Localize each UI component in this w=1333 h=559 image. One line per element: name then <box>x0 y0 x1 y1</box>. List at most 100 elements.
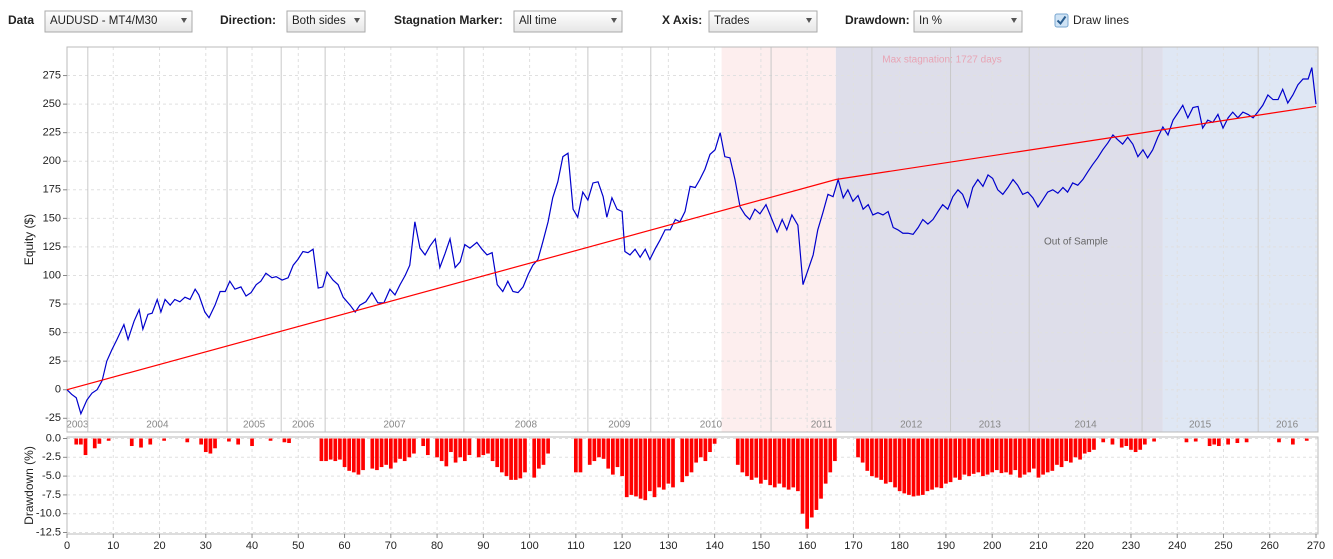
bar <box>860 438 865 463</box>
bar <box>458 438 463 458</box>
bar <box>347 438 352 471</box>
select[interactable] <box>44 10 193 33</box>
bar <box>971 438 976 474</box>
select[interactable] <box>913 10 1023 33</box>
label: X Axis: <box>662 13 702 27</box>
y-tick-label: 100 <box>43 269 61 281</box>
bar <box>874 438 879 478</box>
bar <box>1018 438 1022 478</box>
bar <box>185 438 190 443</box>
select[interactable] <box>513 10 623 33</box>
bar <box>402 438 407 462</box>
bar <box>759 438 763 484</box>
bar <box>597 438 601 458</box>
bar <box>536 438 541 469</box>
bar <box>476 438 481 458</box>
bar <box>634 438 638 497</box>
bar <box>578 438 583 473</box>
x-tick-label: 250 <box>1214 540 1232 552</box>
y-tick-label: 75 <box>49 298 61 310</box>
bar <box>907 438 911 495</box>
bar <box>809 438 814 518</box>
year-label: 2014 <box>1075 420 1098 431</box>
line <box>66 105 1317 391</box>
bar <box>1013 438 1018 471</box>
bar <box>712 438 717 444</box>
bar <box>333 438 338 462</box>
bar <box>786 438 791 490</box>
bar <box>944 438 948 484</box>
select-value[interactable]: All time <box>519 15 557 27</box>
bar <box>1304 438 1309 441</box>
bar <box>814 438 819 510</box>
bar <box>916 438 921 496</box>
select-value[interactable]: Both sides <box>292 15 346 27</box>
bar <box>504 438 509 477</box>
bar <box>1138 438 1143 450</box>
select-value[interactable]: AUDUSD - MT4/M30 <box>50 15 157 27</box>
bar <box>805 438 809 529</box>
bar <box>509 438 513 480</box>
bar <box>356 438 361 475</box>
bar <box>657 438 661 488</box>
plot-frame <box>66 436 1319 535</box>
bar <box>1022 438 1027 475</box>
bar <box>439 438 444 462</box>
bar <box>648 438 652 492</box>
bar <box>620 438 624 477</box>
bar <box>1092 438 1096 450</box>
y-tick-label: -5.0 <box>42 470 61 482</box>
dropdown-arrow <box>1011 18 1017 23</box>
bar <box>601 438 606 459</box>
bar <box>694 438 698 463</box>
year-label: 2012 <box>900 420 923 431</box>
checkmark <box>1056 15 1067 26</box>
x-tick-label: 110 <box>567 540 585 552</box>
bar <box>106 438 111 441</box>
bar <box>407 438 412 458</box>
select-value[interactable]: Trades <box>714 15 750 27</box>
bar <box>624 438 629 498</box>
dropdown-arrow <box>611 18 617 23</box>
bar <box>638 438 643 499</box>
bar <box>162 438 166 441</box>
x-tick-label: 0 <box>64 540 70 552</box>
y-tick-label: -7.5 <box>42 489 61 501</box>
dropdown-arrow <box>806 18 812 23</box>
year-label: 2004 <box>146 420 169 431</box>
bar <box>328 438 333 460</box>
bar <box>823 438 828 484</box>
bar <box>782 438 786 488</box>
bar <box>546 438 550 454</box>
select[interactable] <box>708 10 818 33</box>
checkbox-label[interactable]: Draw lines <box>1073 13 1129 27</box>
y-tick-label: 225 <box>43 127 61 139</box>
bar <box>425 438 430 456</box>
bar <box>833 438 837 462</box>
bar <box>97 438 102 444</box>
select[interactable] <box>286 10 366 33</box>
bar <box>523 438 527 473</box>
bar <box>957 438 962 480</box>
bar <box>883 438 888 484</box>
y-tick-label: 150 <box>43 212 61 224</box>
bar <box>865 438 870 471</box>
bar <box>1129 438 1133 450</box>
bar <box>967 438 971 477</box>
bar <box>925 438 930 492</box>
bar <box>911 438 916 497</box>
year-label: 2003 <box>66 420 89 431</box>
bar <box>1124 438 1129 447</box>
bar <box>930 438 934 490</box>
y-tick-label: 50 <box>49 327 61 339</box>
bar <box>1142 438 1147 445</box>
select-value[interactable]: In % <box>919 15 942 27</box>
bar <box>351 438 356 473</box>
bar <box>1119 438 1124 448</box>
dropdown-arrow <box>181 18 187 23</box>
bar <box>772 438 777 488</box>
y-tick-label: 0.0 <box>46 432 61 444</box>
